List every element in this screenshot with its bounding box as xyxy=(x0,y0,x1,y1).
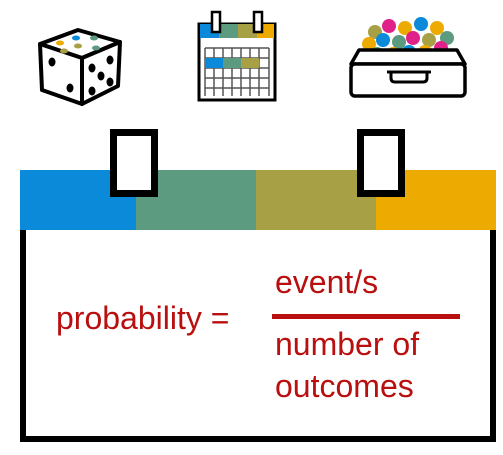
formula-lhs: probability = xyxy=(56,300,230,336)
formula-denominator-line2: outcomes xyxy=(275,368,414,404)
dice-icon xyxy=(38,28,122,106)
calendar-icon xyxy=(197,10,277,102)
board-clip-left xyxy=(110,129,158,197)
board-clip-right xyxy=(357,129,405,197)
formula-numerator: event/s xyxy=(275,264,379,300)
box-of-balls-icon xyxy=(349,17,467,98)
fraction-bar xyxy=(272,314,460,319)
color-strip-olive xyxy=(256,170,376,230)
formula-denominator-line1: number of xyxy=(275,326,420,362)
